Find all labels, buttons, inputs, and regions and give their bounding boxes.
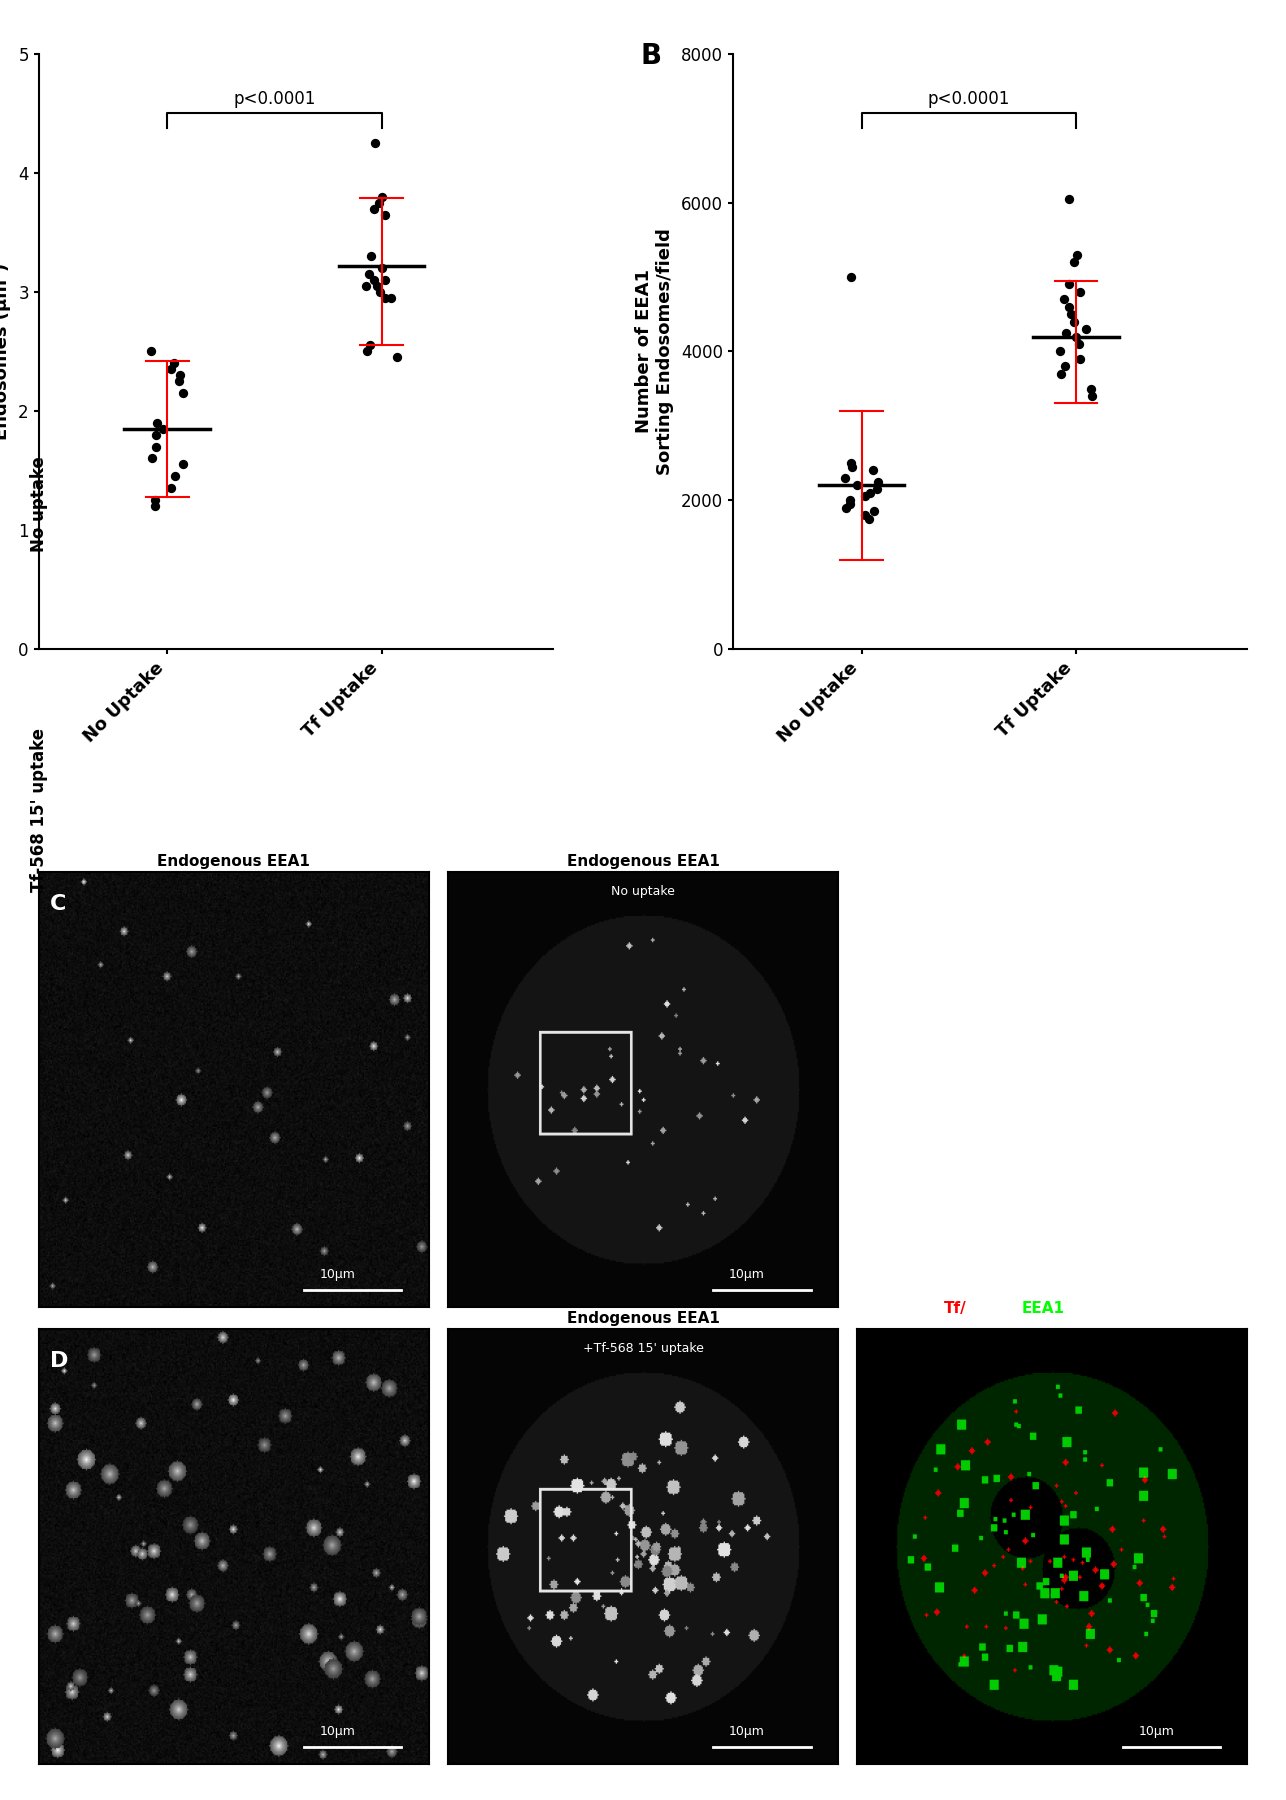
Point — [1066, 322, 1087, 351]
Text: Tf-568 15' uptake: Tf-568 15' uptake — [30, 727, 48, 893]
Title: Endogenous EEA1: Endogenous EEA1 — [567, 855, 719, 869]
Point — [174, 378, 194, 407]
Point — [372, 182, 392, 211]
Point — [364, 266, 385, 295]
Point — [847, 472, 868, 500]
Point — [1058, 292, 1079, 320]
Text: 10μm: 10μm — [319, 1724, 355, 1737]
Point — [147, 419, 167, 448]
Point — [374, 266, 395, 295]
Point — [172, 450, 193, 479]
Point — [1069, 329, 1089, 358]
Point — [153, 414, 174, 443]
Text: +Tf-568 15' uptake: +Tf-568 15' uptake — [583, 1341, 703, 1355]
Point — [387, 344, 408, 373]
Text: 10μm: 10μm — [319, 1267, 355, 1282]
Point — [369, 277, 390, 306]
Point — [1082, 374, 1102, 403]
Text: No uptake: No uptake — [611, 886, 675, 898]
Point — [840, 486, 860, 515]
Point — [147, 432, 167, 461]
Point — [161, 473, 181, 502]
Y-axis label: Area of EEA1 Sorting
Endosomes (μm²): Area of EEA1 Sorting Endosomes (μm²) — [0, 247, 12, 457]
Point — [376, 200, 396, 229]
Point — [841, 263, 862, 292]
Title: Endogenous EEA1: Endogenous EEA1 — [567, 1310, 719, 1327]
Point — [1064, 308, 1084, 337]
Point — [376, 283, 396, 311]
Point — [381, 283, 401, 311]
Point — [1070, 277, 1091, 306]
Point — [840, 490, 860, 518]
Point — [1056, 319, 1076, 347]
Point — [855, 482, 876, 511]
Point — [1058, 185, 1079, 214]
Point — [835, 463, 855, 491]
Point — [1082, 382, 1102, 410]
Point — [1070, 344, 1091, 373]
Point — [868, 466, 889, 495]
Point — [147, 409, 167, 437]
Point — [161, 355, 181, 383]
Point — [140, 337, 161, 365]
Text: Tf/: Tf/ — [944, 1301, 966, 1316]
Text: D: D — [50, 1350, 68, 1370]
Text: p<0.0001: p<0.0001 — [927, 90, 1010, 108]
Point — [836, 493, 856, 522]
Point — [1051, 337, 1071, 365]
Point — [863, 455, 883, 484]
Point — [864, 497, 885, 526]
Point — [145, 491, 166, 520]
Point — [359, 259, 379, 288]
Point — [1055, 351, 1075, 380]
Text: 10μm: 10μm — [729, 1267, 765, 1282]
Text: 10μm: 10μm — [1138, 1724, 1174, 1737]
Point — [360, 331, 381, 360]
Point — [361, 241, 382, 270]
Point — [1064, 248, 1084, 277]
Point — [165, 349, 185, 378]
Point — [170, 360, 190, 389]
Point — [141, 445, 162, 473]
Title: Endogenous EEA1: Endogenous EEA1 — [157, 855, 310, 869]
Point — [369, 189, 390, 218]
Point — [867, 475, 887, 504]
Text: 10μm: 10μm — [729, 1724, 765, 1737]
Text: EEA1: EEA1 — [1021, 1301, 1065, 1316]
Point — [356, 337, 377, 365]
Point — [372, 254, 392, 283]
Point — [1066, 241, 1087, 270]
Point — [855, 500, 876, 529]
Point — [1058, 270, 1079, 299]
Point — [165, 463, 185, 491]
Point — [145, 486, 166, 515]
Text: C: C — [50, 893, 67, 914]
Point — [859, 479, 880, 508]
Point — [356, 272, 377, 301]
Point — [841, 448, 862, 477]
Point — [364, 194, 385, 223]
Text: B: B — [640, 41, 661, 70]
Point — [1061, 301, 1082, 329]
Point — [367, 272, 387, 301]
Point — [1053, 284, 1074, 313]
Point — [841, 452, 862, 481]
Point — [364, 130, 385, 158]
Text: p<0.0001: p<0.0001 — [233, 90, 315, 108]
Point — [1075, 315, 1096, 344]
Y-axis label: Number of EEA1
Sorting Endosomes/field: Number of EEA1 Sorting Endosomes/field — [635, 229, 674, 475]
Point — [859, 504, 880, 533]
Text: No uptake: No uptake — [30, 455, 48, 553]
Point — [168, 367, 189, 396]
Point — [1051, 360, 1071, 389]
